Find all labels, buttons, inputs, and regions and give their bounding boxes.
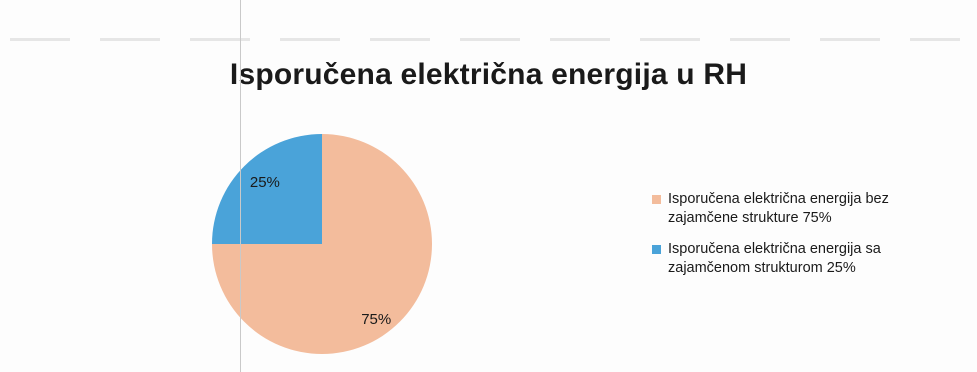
scan-artifact-strip [10, 38, 960, 41]
legend-swatch-sa [652, 245, 661, 254]
legend-item-bez: Isporučena električna energija bez zajam… [652, 190, 962, 228]
legend-item-sa: Isporučena električna energija sa zajamč… [652, 240, 962, 278]
pie-label-sa: 25% [250, 174, 280, 191]
chart-title: Isporučena električna energija u RH [229, 58, 748, 91]
legend-swatch-bez [652, 195, 661, 204]
pie-slice-sa [212, 134, 322, 244]
legend-label-sa: Isporučena električna energija sa zajamč… [668, 241, 881, 276]
pie-label-bez: 75% [361, 311, 391, 328]
chart-legend: Isporučena električna energija bez zajam… [652, 190, 962, 290]
scan-artifact-line [240, 0, 241, 372]
legend-label-bez: Isporučena električna energija bez zajam… [668, 191, 889, 226]
pie-chart: 75% 25% [212, 134, 432, 354]
